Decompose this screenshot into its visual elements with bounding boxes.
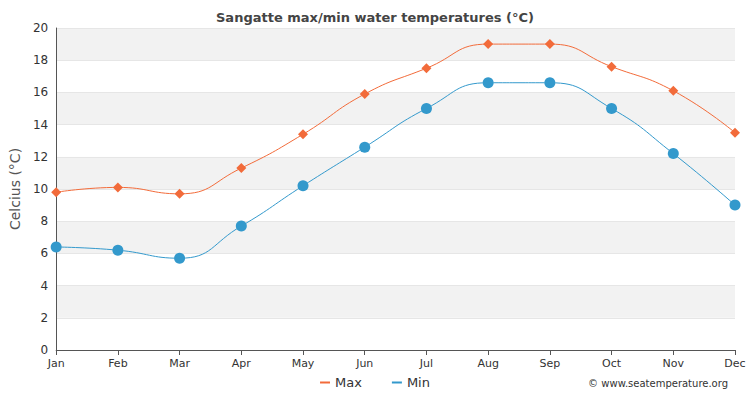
svg-text:10: 10: [33, 182, 48, 196]
svg-text:2: 2: [41, 311, 49, 325]
svg-text:16: 16: [33, 85, 48, 99]
svg-text:Feb: Feb: [108, 357, 127, 370]
svg-text:May: May: [292, 357, 315, 370]
svg-text:Dec: Dec: [724, 357, 745, 370]
svg-text:Celcius (°C): Celcius (°C): [7, 148, 23, 230]
svg-text:18: 18: [33, 53, 48, 67]
svg-text:20: 20: [33, 21, 48, 35]
svg-text:Jul: Jul: [419, 357, 433, 370]
svg-text:Min: Min: [407, 375, 430, 390]
svg-text:Aug: Aug: [477, 357, 498, 370]
svg-text:Jun: Jun: [355, 357, 373, 370]
svg-text:Apr: Apr: [232, 357, 252, 370]
svg-text:Max: Max: [335, 375, 362, 390]
svg-text:4: 4: [41, 279, 49, 293]
svg-text:Oct: Oct: [602, 357, 622, 370]
svg-text:© www.seatemperature.org: © www.seatemperature.org: [588, 378, 728, 389]
svg-text:8: 8: [41, 214, 49, 228]
svg-text:0: 0: [41, 343, 49, 357]
svg-text:Nov: Nov: [663, 357, 685, 370]
svg-text:Mar: Mar: [169, 357, 190, 370]
svg-text:Sep: Sep: [539, 357, 560, 370]
svg-text:6: 6: [41, 246, 49, 260]
svg-text:14: 14: [33, 118, 48, 132]
svg-text:12: 12: [33, 150, 48, 164]
svg-text:Jan: Jan: [47, 357, 65, 370]
svg-text:Sangatte max/min water tempera: Sangatte max/min water temperatures (°C): [216, 10, 534, 25]
